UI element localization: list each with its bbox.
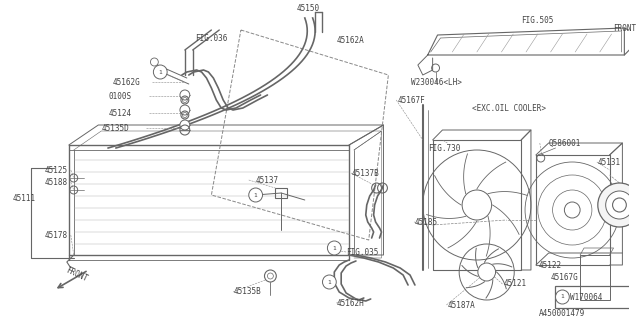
Text: W230046<LH>: W230046<LH> xyxy=(411,77,462,86)
Text: 45137B: 45137B xyxy=(352,169,380,178)
Circle shape xyxy=(605,191,633,219)
Text: 45185: 45185 xyxy=(415,218,438,227)
Circle shape xyxy=(478,263,495,281)
Text: 1: 1 xyxy=(158,69,162,75)
Text: 1: 1 xyxy=(561,294,564,300)
Text: 45125: 45125 xyxy=(44,165,67,174)
Text: 45111: 45111 xyxy=(13,194,36,203)
Text: 1: 1 xyxy=(328,279,332,284)
Text: 45135D: 45135D xyxy=(101,124,129,132)
Circle shape xyxy=(180,120,190,130)
Bar xyxy=(275,188,287,198)
Text: 45162G: 45162G xyxy=(113,77,141,86)
Text: 45167F: 45167F xyxy=(397,95,425,105)
Text: 1: 1 xyxy=(254,193,257,197)
Text: 45137: 45137 xyxy=(255,175,279,185)
Bar xyxy=(554,286,633,308)
Text: 45131: 45131 xyxy=(598,157,621,166)
Text: 0100S: 0100S xyxy=(108,92,131,100)
Text: 45150: 45150 xyxy=(297,4,320,12)
Text: 1: 1 xyxy=(332,245,336,251)
Circle shape xyxy=(462,190,492,220)
Text: 45121: 45121 xyxy=(504,279,527,289)
Text: <EXC.OIL COOLER>: <EXC.OIL COOLER> xyxy=(472,103,546,113)
Text: 45167G: 45167G xyxy=(550,273,579,282)
Text: FIG.036: FIG.036 xyxy=(195,34,227,43)
Text: FIG.505: FIG.505 xyxy=(521,15,554,25)
Bar xyxy=(580,255,610,300)
Text: FRONT: FRONT xyxy=(64,266,89,284)
Text: 45162A: 45162A xyxy=(336,36,364,44)
Circle shape xyxy=(154,65,167,79)
Text: W170064: W170064 xyxy=(570,292,603,301)
Text: 45188: 45188 xyxy=(44,178,67,187)
Text: 45122: 45122 xyxy=(539,260,562,269)
Text: 45162H: 45162H xyxy=(336,299,364,308)
Circle shape xyxy=(323,275,336,289)
Text: 45187A: 45187A xyxy=(447,300,475,309)
Text: Q586001: Q586001 xyxy=(548,139,581,148)
Text: FIG.035: FIG.035 xyxy=(346,247,378,257)
Text: A450001479: A450001479 xyxy=(539,309,585,318)
Text: 45124: 45124 xyxy=(108,108,131,117)
Circle shape xyxy=(328,241,341,255)
Text: FRONT: FRONT xyxy=(614,23,637,33)
Circle shape xyxy=(180,105,190,115)
Circle shape xyxy=(598,183,640,227)
Text: 45178: 45178 xyxy=(44,230,67,239)
Circle shape xyxy=(249,188,262,202)
Circle shape xyxy=(180,90,190,100)
Circle shape xyxy=(556,290,570,304)
Text: FIG.730: FIG.730 xyxy=(428,143,460,153)
Text: 45135B: 45135B xyxy=(234,287,262,297)
